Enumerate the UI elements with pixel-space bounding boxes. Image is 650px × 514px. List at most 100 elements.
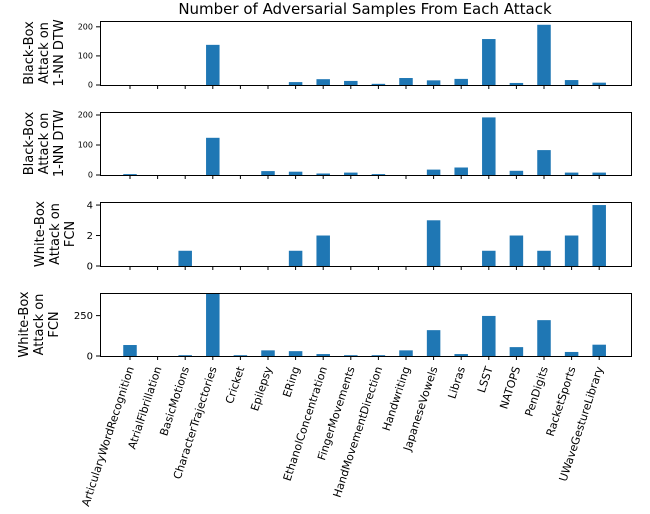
bar-ERing [288, 351, 303, 356]
y-axis-label-line: White-Box [33, 201, 48, 268]
bar-EthanolConcentration [316, 235, 330, 266]
y-axis-label-line: Attack on [48, 203, 63, 265]
bar-CharacterTrajectories [206, 293, 220, 356]
bar-LSST [482, 250, 496, 266]
panel-frame [100, 21, 632, 86]
panel-frame [100, 293, 632, 357]
bar-HandMovementDirection [371, 174, 386, 175]
y-tick-label: 4 [87, 201, 93, 212]
panel-2: 0 100 200 Black-BoxAttack on1-NN DTW [22, 110, 632, 180]
x-tick-label-Cricket: Cricket [223, 364, 247, 405]
bar-ArticularyWordRecognition [123, 345, 137, 356]
bar-NATOPS [509, 347, 524, 356]
panel-4: 0 250 White-BoxAttack onFCN [17, 291, 632, 363]
bar-HandMovementDirection [371, 355, 386, 356]
x-tick-label-Libras: Libras [445, 365, 468, 401]
y-tick-label: 100 [78, 141, 93, 150]
bar-JapaneseVowels [426, 330, 441, 356]
bar-Cricket [233, 355, 248, 356]
bar-RacketSports [564, 235, 579, 266]
bar-HandMovementDirection [371, 83, 386, 85]
y-axis-label-line: Attack on [37, 22, 52, 84]
bar-EthanolConcentration [316, 354, 330, 356]
chart-title: Number of Adversarial Samples From Each … [178, 0, 552, 18]
bar-ERing [288, 82, 303, 85]
y-tick-label: 0 [87, 262, 93, 273]
bar-PenDigits [537, 24, 551, 86]
bar-ArticularyWordRecognition [123, 174, 137, 175]
y-tick-label: 0 [87, 352, 93, 363]
y-tick-label: 0 [88, 81, 93, 90]
y-axis-label: White-BoxAttack onFCN [33, 201, 78, 268]
panel-frame [100, 112, 632, 176]
y-axis-label-line: Attack on [37, 113, 52, 175]
bar-LSST [482, 315, 496, 356]
y-axis-label-line: 1-NN DTW [52, 19, 67, 86]
bar-UWaveGestureLibrary [592, 172, 606, 175]
bar-PenDigits [537, 150, 551, 175]
panel-frame [100, 202, 632, 267]
bar-ERing [288, 250, 303, 266]
panel-1: 0 100 200 Black-BoxAttack on1-NN DTW [22, 19, 632, 90]
bar-NATOPS [509, 170, 524, 175]
bar-Handwriting [399, 350, 413, 356]
bar-LSST [482, 117, 496, 175]
y-tick-label: 2 [87, 231, 93, 242]
x-tick-label-ERing: ERing [280, 365, 302, 399]
bar-Libras [454, 167, 468, 175]
bar-UWaveGestureLibrary [592, 205, 606, 266]
bar-PenDigits [537, 250, 551, 266]
y-tick-label: 200 [78, 111, 93, 120]
bar-Libras [454, 78, 468, 85]
bar-Handwriting [399, 78, 413, 85]
y-axis-label-line: Black-Box [22, 21, 37, 85]
bar-Epilepsy [261, 171, 275, 175]
bar-RacketSports [564, 80, 579, 85]
bar-CharacterTrajectories [206, 44, 220, 85]
bar-EthanolConcentration [316, 173, 330, 175]
bar-FingerMovements [344, 355, 358, 356]
y-axis-label-line: FCN [47, 311, 62, 337]
bar-FingerMovements [344, 172, 358, 175]
bar-UWaveGestureLibrary [592, 344, 606, 356]
y-axis-label-line: 1-NN DTW [52, 110, 67, 177]
bar-Epilepsy [261, 350, 275, 356]
bar-PenDigits [537, 320, 551, 356]
bar-ERing [288, 171, 303, 175]
x-tick-label-PenDigits: PenDigits [523, 365, 551, 418]
bar-EthanolConcentration [316, 79, 330, 85]
y-axis-label-line: Attack on [32, 294, 47, 356]
y-axis-label: Black-BoxAttack on1-NN DTW [22, 110, 67, 177]
x-tick-labels: ArticularyWordRecognitionAtrialFibrillat… [79, 364, 606, 508]
y-axis-label-line: White-Box [17, 291, 32, 358]
bar-Libras [454, 354, 468, 356]
y-tick-label: 200 [78, 22, 93, 31]
x-tick-label-Epilepsy: Epilepsy [248, 364, 275, 412]
bar-RacketSports [564, 172, 579, 175]
x-tick-label-Handwriting: Handwriting [380, 365, 413, 433]
panel-3: 0 2 4 White-BoxAttack onFCN [33, 201, 632, 273]
bar-BasicMotions [178, 250, 192, 266]
y-axis-label: Black-BoxAttack on1-NN DTW [22, 19, 67, 86]
bar-RacketSports [564, 351, 579, 356]
y-axis-label: White-BoxAttack onFCN [17, 291, 62, 358]
bar-NATOPS [509, 235, 524, 266]
y-axis-label-line: FCN [63, 221, 78, 247]
bar-JapaneseVowels [426, 80, 441, 85]
bar-UWaveGestureLibrary [592, 82, 606, 85]
bar-FingerMovements [344, 80, 358, 85]
bar-CharacterTrajectories [206, 137, 220, 175]
bar-JapaneseVowels [426, 169, 441, 175]
y-axis-label-line: Black-Box [22, 111, 37, 175]
bar-LSST [482, 39, 496, 85]
y-tick-label: 0 [88, 171, 93, 180]
bar-BasicMotions [178, 355, 192, 356]
x-tick-label-LSST: LSST [475, 365, 496, 395]
bar-NATOPS [509, 82, 524, 85]
bar-JapaneseVowels [426, 220, 441, 266]
y-tick-label: 100 [78, 51, 93, 60]
y-tick-label: 250 [74, 311, 93, 322]
x-tick-label-NATOPS: NATOPS [497, 365, 523, 411]
